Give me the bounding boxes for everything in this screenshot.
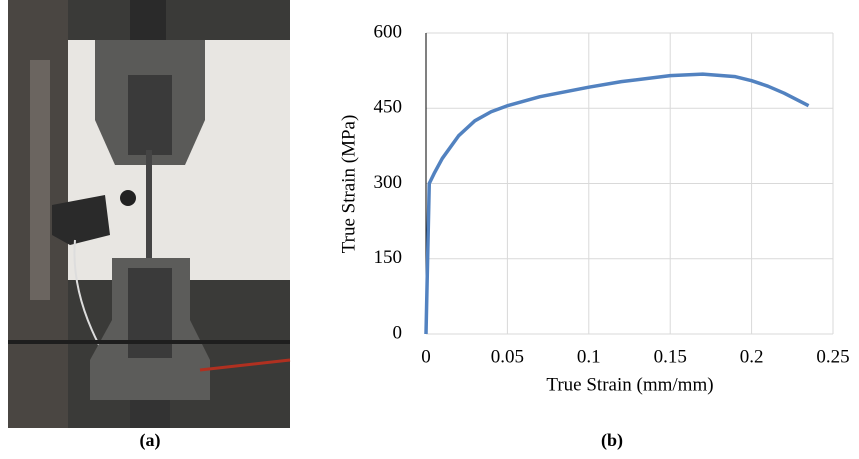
y-tick-label: 150: [374, 247, 403, 268]
y-tick-label: 600: [374, 21, 403, 42]
x-tick-label: 0.2: [740, 346, 764, 367]
y-tick-label: 300: [374, 172, 403, 193]
y-tick-label: 0: [393, 322, 403, 343]
data-line: [424, 72, 810, 335]
x-tick-label: 0: [421, 346, 431, 367]
caption: (a): [140, 430, 161, 451]
caption: (b): [601, 430, 623, 451]
x-tick-label: 0.25: [816, 346, 849, 367]
y-axis-label: True Strain (MPa): [338, 115, 359, 254]
x-tick-label: 0.05: [491, 346, 524, 367]
x-axis-label: True Strain (mm/mm): [546, 374, 713, 395]
photo: [8, 0, 291, 428]
x-tick-label: 0.1: [577, 346, 601, 367]
y-tick-label: 450: [374, 97, 403, 118]
x-tick-label: 0.15: [654, 346, 687, 367]
